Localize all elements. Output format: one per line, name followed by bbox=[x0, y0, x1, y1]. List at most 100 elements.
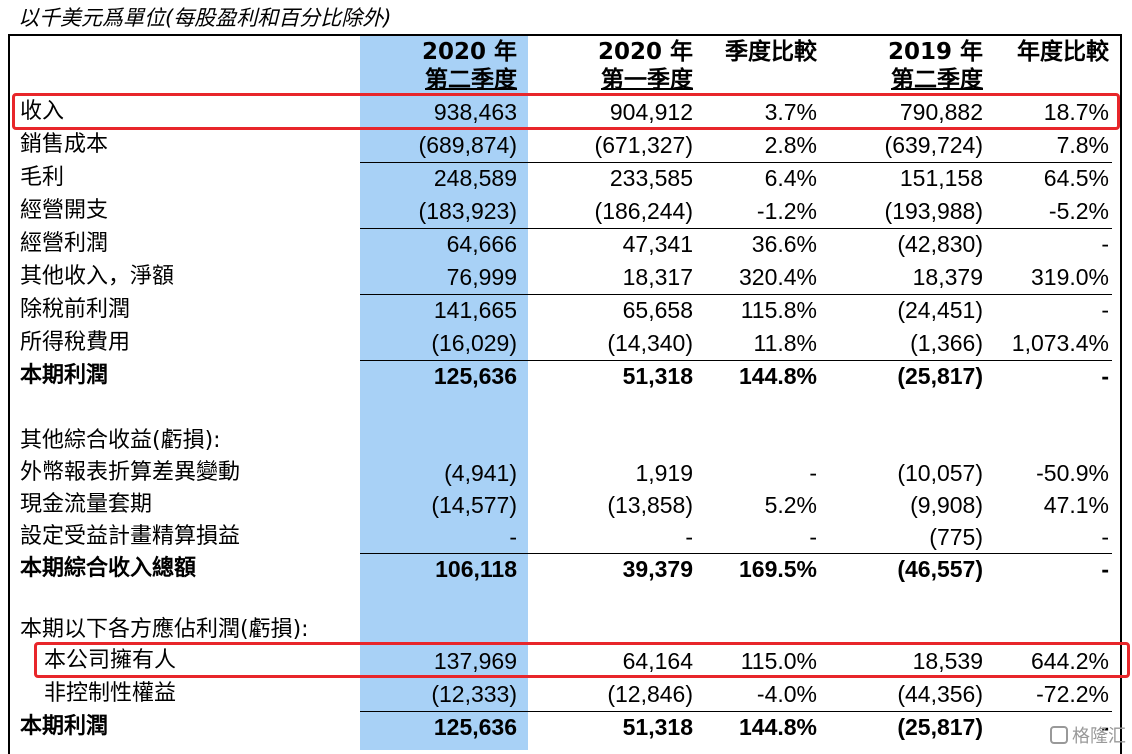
rule-before-profit bbox=[360, 360, 1112, 361]
header-col2-sub: 第一季度 bbox=[601, 67, 693, 90]
cell-col5: -5.2% bbox=[1048, 198, 1109, 224]
cell-col5: - bbox=[1101, 714, 1109, 740]
cell-col1: 141,665 bbox=[433, 297, 517, 323]
cell-col2: - bbox=[685, 524, 693, 550]
row-label: 本公司擁有人 bbox=[44, 648, 177, 673]
cell-col2: 65,658 bbox=[622, 297, 693, 323]
cell-col2: (13,858) bbox=[607, 492, 693, 518]
table-row-operating-profit: 經營利潤 64,666 47,341 36.6% (42,830) - bbox=[0, 228, 1132, 260]
table-row-owners: 本公司擁有人 137,969 64,164 115.0% 18,539 644.… bbox=[0, 645, 1132, 677]
cell-col4: 18,379 bbox=[912, 264, 983, 290]
highlight-box-revenue bbox=[12, 93, 1120, 130]
cell-col5: 319.0% bbox=[1030, 264, 1109, 290]
cell-col2: 47,341 bbox=[622, 231, 693, 257]
cell-col5: -72.2% bbox=[1036, 681, 1109, 707]
row-label: 毛利 bbox=[20, 165, 65, 190]
header-col5: 年度比較 bbox=[1017, 39, 1109, 65]
cell-col4: (42,830) bbox=[897, 231, 983, 257]
row-label: 現金流量套期 bbox=[20, 492, 153, 517]
table-row-cost-of-sales: 銷售成本 (689,874) (671,327) 2.8% (639,724) … bbox=[0, 129, 1132, 161]
cell-col4: (46,557) bbox=[897, 556, 983, 582]
table-row-gross-profit: 毛利 248,589 233,585 6.4% 151,158 64.5% bbox=[0, 162, 1132, 194]
row-label: 銷售成本 bbox=[20, 132, 109, 157]
cell-col3: 11.8% bbox=[753, 330, 817, 356]
cell-col4: (775) bbox=[929, 524, 983, 550]
cell-col3: 115.8% bbox=[740, 297, 817, 323]
cell-col2: 64,164 bbox=[622, 648, 693, 674]
header-col4: 2019 年 第二季度 bbox=[887, 39, 983, 90]
cell-col5: 1,073.4% bbox=[1011, 330, 1109, 356]
header-col2: 2020 年 第一季度 bbox=[597, 39, 693, 90]
cell-col2: (186,244) bbox=[594, 198, 693, 224]
cell-col2: 233,585 bbox=[609, 165, 693, 191]
cell-col4: (193,988) bbox=[884, 198, 983, 224]
cell-col3: 320.4% bbox=[738, 264, 817, 290]
cell-col1: 125,636 bbox=[433, 714, 517, 740]
watermark: 格隆汇 bbox=[1050, 722, 1126, 748]
table-row-operating-expenses: 經營開支 (183,923) (186,244) -1.2% (193,988)… bbox=[0, 195, 1132, 227]
watermark-text: 格隆汇 bbox=[1072, 726, 1126, 747]
table-row-oci-heading: 其他綜合收益(虧損): bbox=[0, 425, 1132, 457]
cell-col1: 106,118 bbox=[435, 556, 517, 582]
watermark-logo-icon bbox=[1050, 726, 1068, 744]
highlight-column-current-quarter bbox=[360, 35, 528, 750]
row-label: 收入 bbox=[20, 99, 65, 124]
cell-col4: (44,356) bbox=[897, 681, 983, 707]
header-col3: 季度比較 bbox=[725, 39, 817, 65]
cell-col2: 18,317 bbox=[622, 264, 693, 290]
table-row-cash-flow-hedge: 現金流量套期 (14,577) (13,858) 5.2% (9,908) 47… bbox=[0, 489, 1132, 521]
table-row-profit-for-period: 本期利潤 125,636 51,318 144.8% (25,817) - bbox=[0, 360, 1132, 392]
cell-col5: 644.2% bbox=[1030, 648, 1109, 674]
cell-col1: 938,463 bbox=[433, 99, 517, 125]
row-label: 外幣報表折算差異變動 bbox=[20, 460, 241, 485]
cell-col1: - bbox=[509, 524, 517, 550]
cell-col3: 3.7% bbox=[764, 99, 817, 125]
table-row-non-controlling: 非控制性權益 (12,333) (12,846) -4.0% (44,356) … bbox=[0, 678, 1132, 710]
cell-col4: (9,908) bbox=[910, 492, 983, 518]
cell-col4: (1,366) bbox=[910, 330, 983, 356]
cell-col1: (689,874) bbox=[418, 132, 517, 158]
header-col1-sub: 第二季度 bbox=[425, 67, 517, 90]
cell-col1: (16,029) bbox=[431, 330, 517, 356]
cell-col5: - bbox=[1101, 556, 1109, 582]
cell-col3: -4.0% bbox=[756, 681, 817, 707]
row-label: 除稅前利潤 bbox=[20, 297, 131, 322]
cell-col3: 169.5% bbox=[738, 556, 817, 582]
cell-col1: 248,589 bbox=[433, 165, 517, 191]
cell-col2: 904,912 bbox=[609, 99, 693, 125]
cell-col5: 7.8% bbox=[1056, 132, 1109, 158]
cell-col3: - bbox=[809, 460, 817, 486]
cell-col1: (4,941) bbox=[444, 460, 517, 486]
table-row-other-income: 其他收入，淨額 76,999 18,317 320.4% 18,379 319.… bbox=[0, 261, 1132, 293]
cell-col4: 790,882 bbox=[899, 99, 983, 125]
cell-col1: 137,969 bbox=[433, 648, 517, 674]
cell-col3: - bbox=[809, 524, 817, 550]
row-label: 經營開支 bbox=[20, 198, 109, 223]
row-label: 所得稅費用 bbox=[20, 330, 131, 355]
cell-col5: 64.5% bbox=[1043, 165, 1109, 191]
row-label: 其他綜合收益(虧損): bbox=[20, 428, 221, 453]
cell-col5: - bbox=[1101, 231, 1109, 257]
cell-col2: (671,327) bbox=[594, 132, 693, 158]
row-label: 其他收入，淨額 bbox=[20, 264, 175, 289]
cell-col5: - bbox=[1101, 524, 1109, 550]
rule-before-pbt bbox=[360, 294, 1112, 295]
cell-col2: 51,318 bbox=[622, 363, 693, 389]
rule-before-total-comprehensive bbox=[360, 553, 1112, 554]
cell-col2: (12,846) bbox=[607, 681, 693, 707]
cell-col2: 1,919 bbox=[635, 460, 693, 486]
cell-col1: (183,923) bbox=[418, 198, 517, 224]
cell-col3: 144.8% bbox=[738, 363, 817, 389]
row-label: 設定受益計畫精算損益 bbox=[20, 524, 241, 549]
cell-col4: (24,451) bbox=[897, 297, 983, 323]
table-row-profit-for-period-total: 本期利潤 125,636 51,318 144.8% (25,817) - bbox=[0, 711, 1132, 743]
table-row-revenue: 收入 938,463 904,912 3.7% 790,882 18.7% bbox=[0, 96, 1132, 128]
cell-col1: 64,666 bbox=[446, 231, 517, 257]
table-row-profit-before-tax: 除稅前利潤 141,665 65,658 115.8% (24,451) - bbox=[0, 294, 1132, 326]
row-label: 經營利潤 bbox=[20, 231, 109, 256]
cell-col3: -1.2% bbox=[756, 198, 817, 224]
table-caption: 以千美元爲單位(每股盈利和百分比除外) bbox=[18, 6, 392, 30]
row-label: 本期利潤 bbox=[20, 363, 109, 388]
cell-col1: 76,999 bbox=[446, 264, 517, 290]
header-col1: 2020 年 第二季度 bbox=[421, 39, 517, 90]
